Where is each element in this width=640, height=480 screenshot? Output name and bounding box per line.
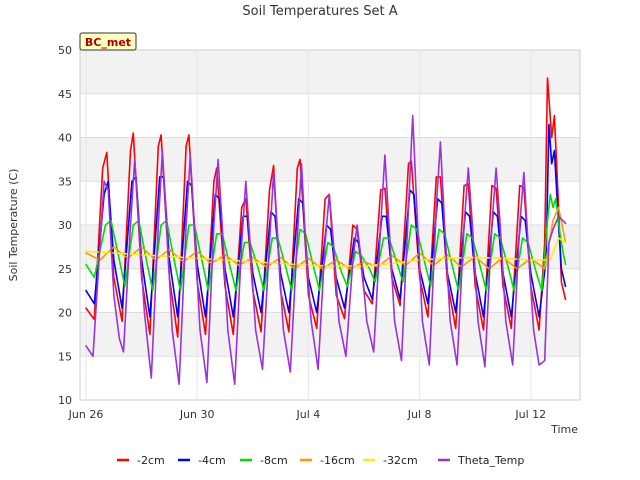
series-line-8cm <box>85 193 567 292</box>
station-badge-label: BC_met <box>85 36 131 49</box>
y-tick-label: 40 <box>58 132 72 145</box>
series-line-thetatemp <box>85 114 567 386</box>
y-tick-label: 30 <box>58 219 72 232</box>
x-tick-label: Jun 26 <box>68 408 104 421</box>
legend-label: -16cm <box>320 454 355 467</box>
plot-frame <box>79 49 581 401</box>
y-tick-label: 35 <box>58 175 72 188</box>
x-tick-label: Jul 12 <box>514 408 546 421</box>
legend-label: -2cm <box>137 454 165 467</box>
plot-band <box>80 312 580 357</box>
x-tick-label: Jun 30 <box>179 408 215 421</box>
y-tick-label: 25 <box>58 263 72 276</box>
station-badge: BC_met <box>79 32 137 51</box>
y-tick-label: 45 <box>58 88 72 101</box>
chart-title: Soil Temperatures Set A <box>242 4 397 19</box>
legend-label: -8cm <box>260 454 288 467</box>
y-tick-label: 10 <box>58 394 72 407</box>
legend-label: -4cm <box>198 454 226 467</box>
y-tick-label: 15 <box>58 350 72 363</box>
x-tick-label: Jul 8 <box>407 408 432 421</box>
x-axis-ticks: Jun 26 Jun 30 Jul 4 Jul 8 Jul 12 <box>68 50 546 421</box>
y-tick-label: 20 <box>58 307 72 320</box>
series-line-32cm <box>85 237 567 267</box>
y-axis-label: Soil Temperature (C) <box>7 169 20 282</box>
data-series <box>85 77 567 386</box>
x-tick-label: Jul 4 <box>296 408 321 421</box>
x-axis-label: Time <box>550 423 578 436</box>
station-badge-box <box>79 32 137 51</box>
y-axis-ticks: 10 15 20 25 30 35 40 45 50 <box>58 44 72 407</box>
y-tick-label: 50 <box>58 44 72 57</box>
plot-band <box>80 50 580 94</box>
plot-band <box>80 225 580 269</box>
legend: -2cm -4cm -8cm -16cm -32cm Theta_Temp <box>117 454 524 467</box>
series-line-16cm <box>85 206 567 270</box>
plot-band <box>80 137 580 182</box>
legend-label: -32cm <box>383 454 418 467</box>
legend-label: Theta_Temp <box>457 454 524 467</box>
